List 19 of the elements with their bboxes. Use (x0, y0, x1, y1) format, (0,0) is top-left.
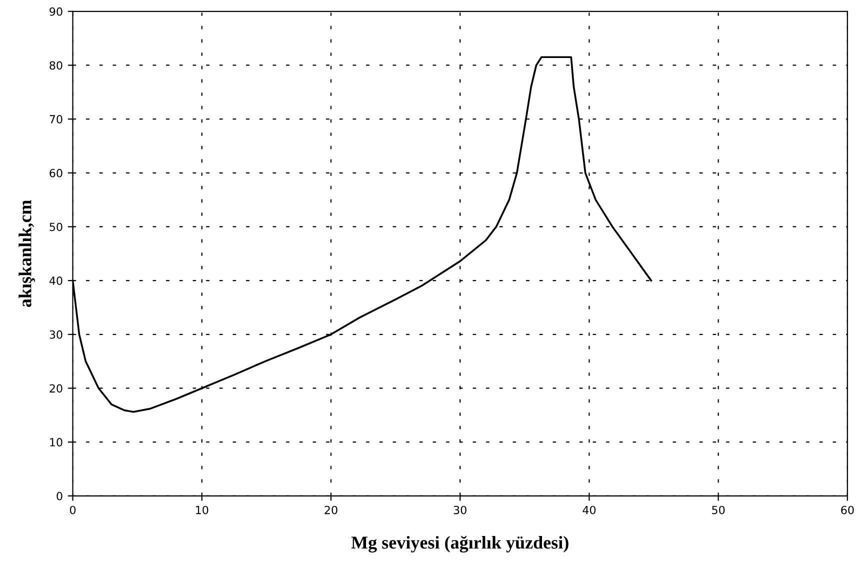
y-tick-label: 10 (50, 438, 62, 446)
y-tick-label: 80 (50, 61, 62, 70)
y-tick-label: 20 (50, 384, 62, 393)
y-tick-label: 90 (50, 7, 62, 16)
x-tick-label: 50 (712, 506, 725, 514)
x-tick-label: 10 (196, 506, 208, 514)
y-tick-label: 30 (50, 330, 62, 339)
y-axis-title: akışkanlık,cm (18, 200, 35, 307)
y-tick-label: 40 (49, 276, 62, 285)
x-tick-label: 20 (324, 506, 338, 514)
x-axis-title: Mg seviyesi (ağırlık yüzdesi) (351, 536, 568, 553)
x-tick-label: 60 (841, 506, 854, 514)
y-tick-label: 60 (50, 168, 62, 178)
y-tick-label: 50 (50, 222, 62, 232)
y-tick-label: 0 (56, 492, 62, 500)
x-tick-label: 30 (454, 506, 466, 514)
x-tick-label: 40 (582, 506, 596, 514)
y-tick-label: 70 (50, 115, 62, 124)
x-tick-label: 0 (70, 506, 76, 514)
